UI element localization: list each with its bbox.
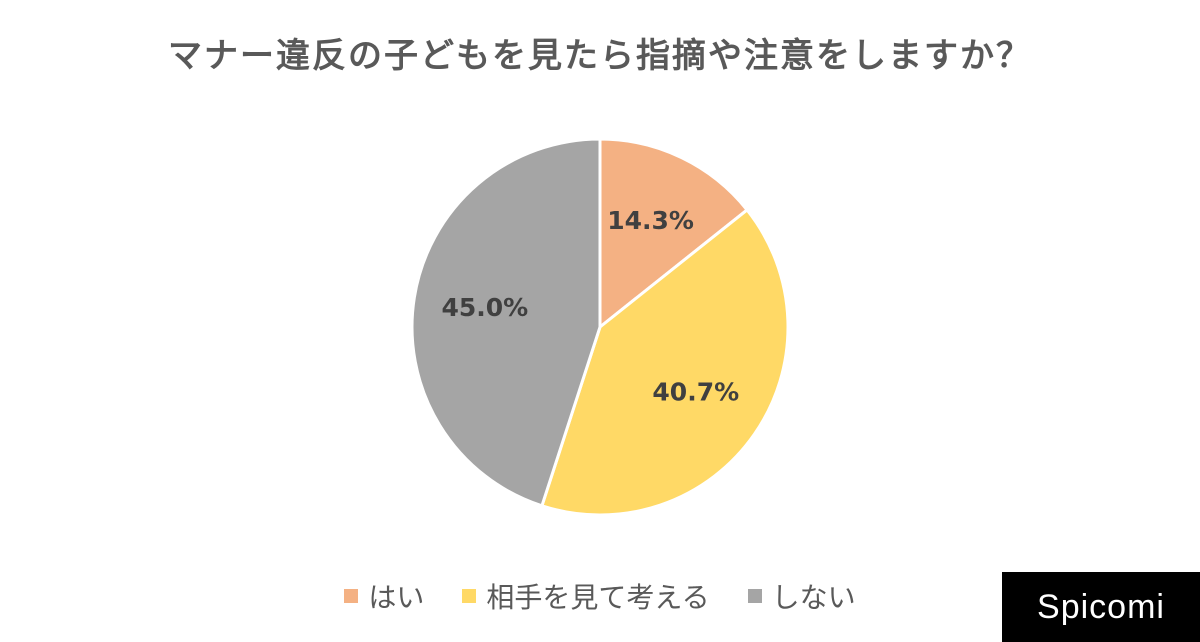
legend-item-yes: はい bbox=[344, 576, 424, 616]
chart-legend: はい 相手を見て考える しない bbox=[0, 576, 1200, 616]
data-label-no: 45.0% bbox=[442, 293, 529, 322]
legend-swatch-yes bbox=[344, 589, 359, 603]
brand-logo: Spicomi bbox=[1002, 572, 1200, 642]
legend-label-yes: はい bbox=[368, 581, 425, 614]
data-label-depends: 40.7% bbox=[652, 377, 739, 406]
legend-item-depends: 相手を見て考える bbox=[462, 576, 710, 616]
legend-swatch-depends bbox=[462, 589, 477, 603]
pie-slice-depends bbox=[540, 207, 790, 517]
legend-item-no: しない bbox=[747, 576, 856, 616]
legend-label-depends: 相手を見て考える bbox=[486, 581, 710, 614]
data-label-yes: 14.3% bbox=[607, 206, 694, 235]
pie-slice-yes bbox=[598, 137, 750, 331]
legend-label-no: しない bbox=[771, 581, 856, 614]
chart-title: マナー違反の子どもを見たら指摘や注意をしますか？ bbox=[168, 36, 1032, 76]
pie-slice-no bbox=[410, 137, 602, 508]
legend-swatch-no bbox=[747, 589, 762, 603]
